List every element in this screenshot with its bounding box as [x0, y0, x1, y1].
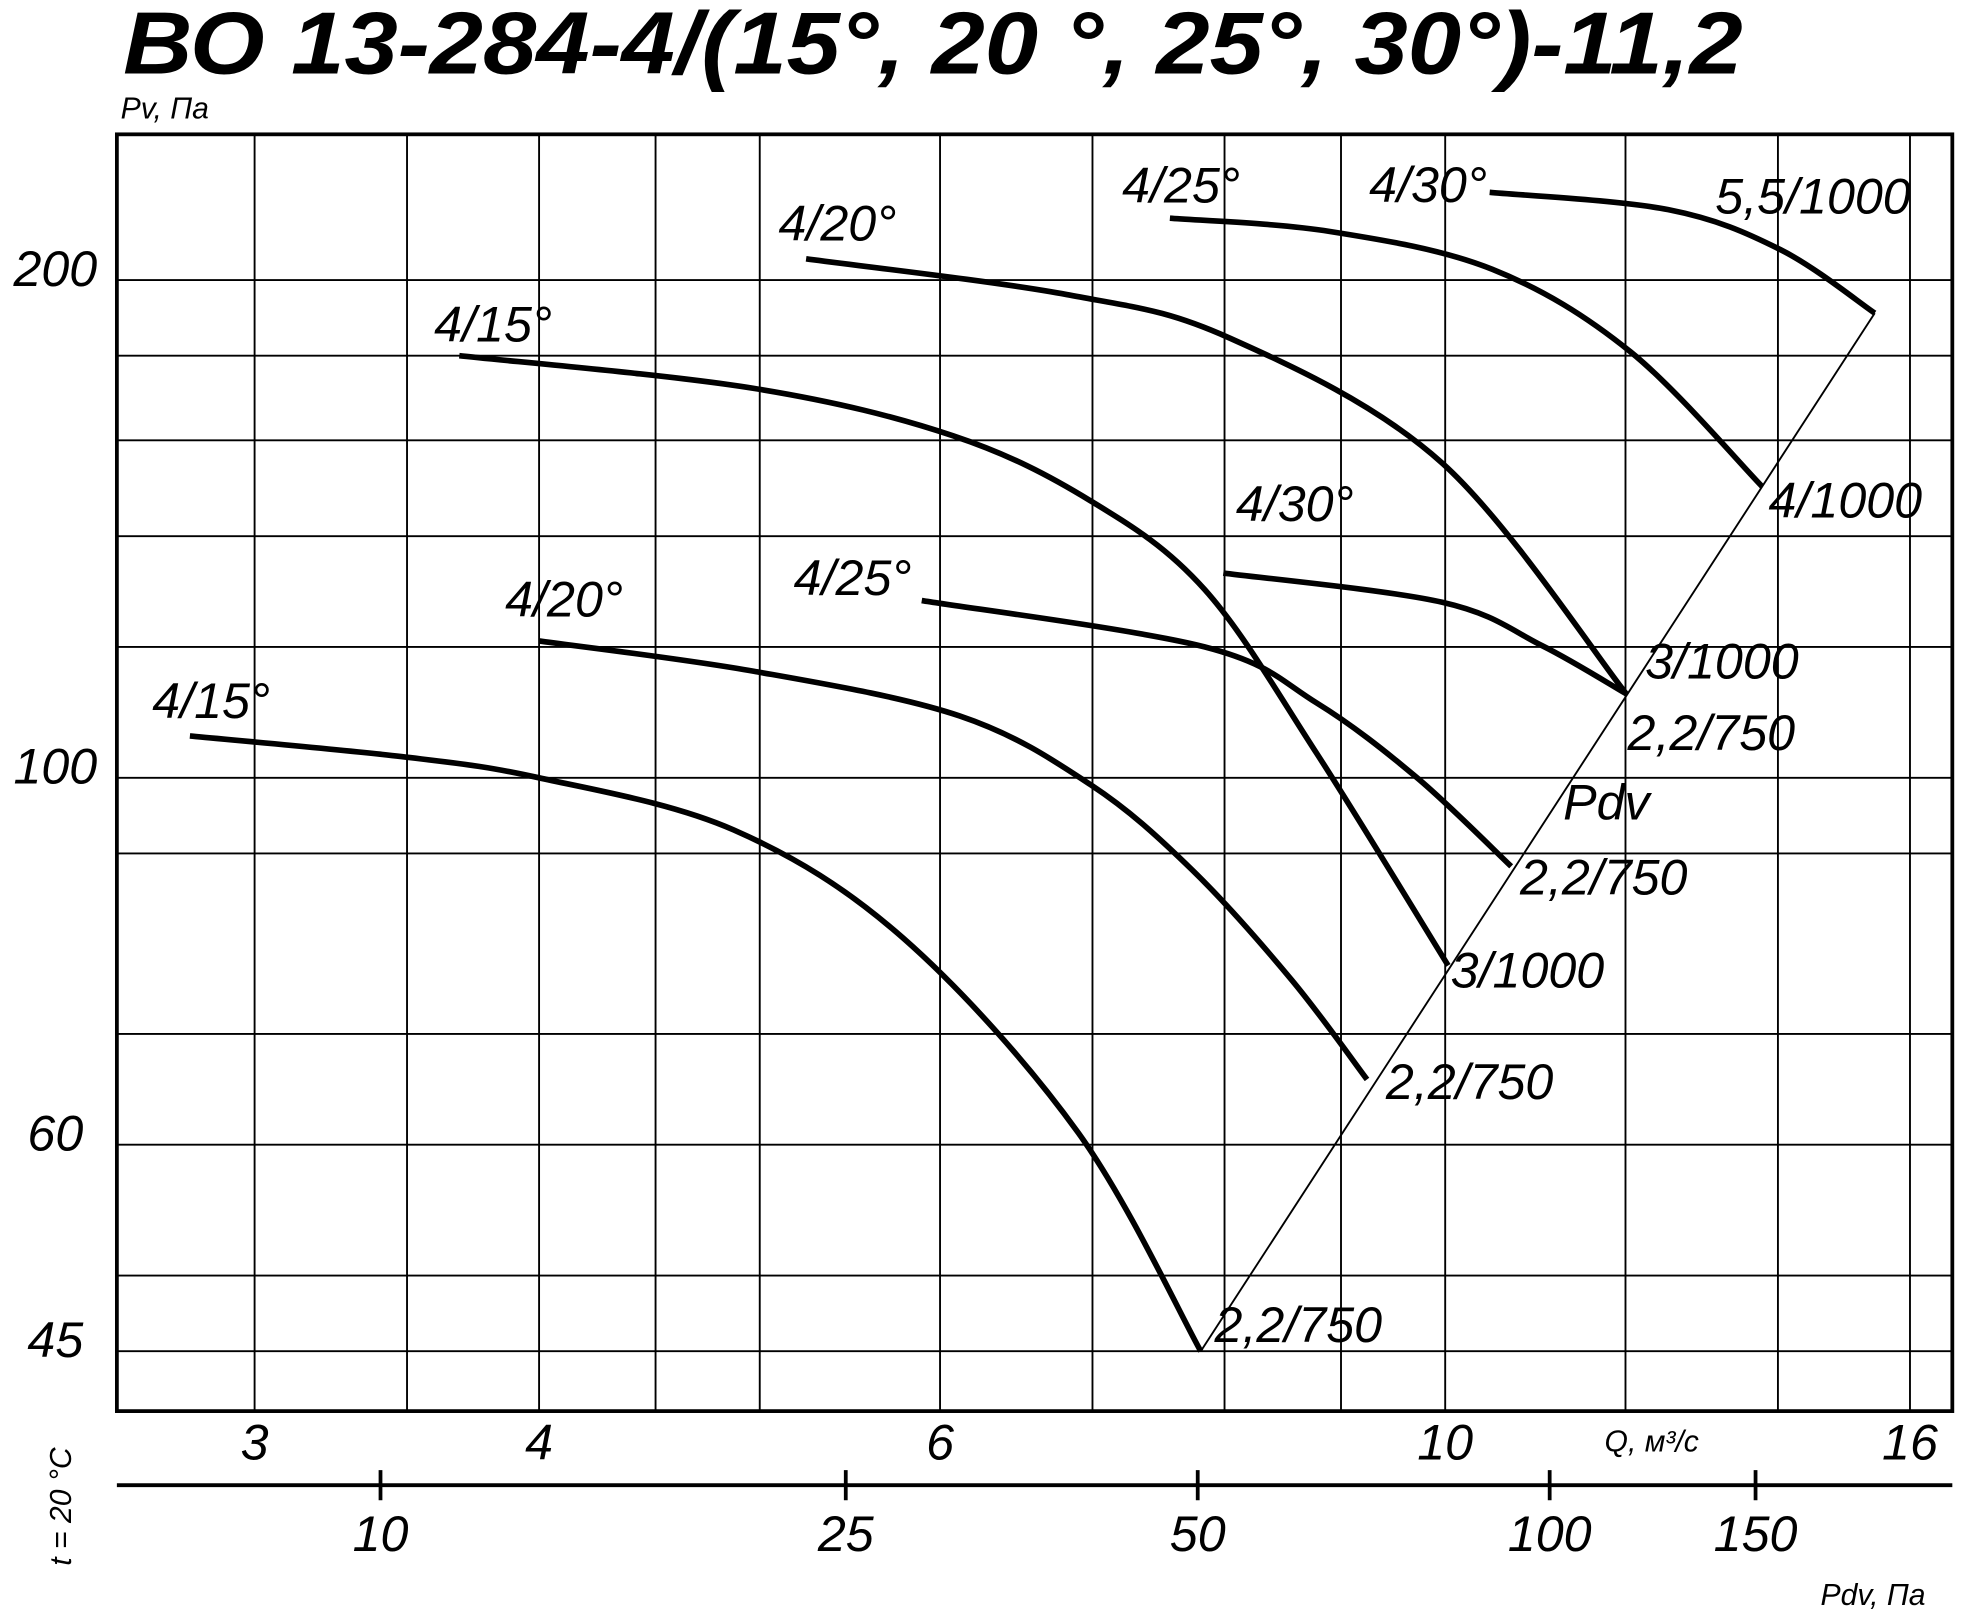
end-label: 3/1000 — [1645, 633, 1799, 689]
series-label: 4/20° — [778, 196, 896, 252]
x2-tick-label: 100 — [1508, 1506, 1592, 1562]
y-tick-label: 200 — [12, 241, 97, 297]
end-label: 2,2/750 — [1627, 705, 1796, 761]
x-tick-label: 16 — [1882, 1415, 1938, 1471]
plot-frame — [114, 132, 1955, 1413]
curve — [1222, 570, 1628, 697]
curve — [921, 597, 1514, 869]
end-label: 2,2/750 — [1214, 1297, 1383, 1353]
series-label: 4/20° — [505, 572, 623, 628]
x-tick-label: 10 — [1417, 1415, 1473, 1471]
chart-title: ВО 13-284-4/(15°, 20 °, 25°, 30°)-11,2 — [123, 0, 1743, 92]
y-tick-label: 45 — [27, 1312, 84, 1368]
curve — [805, 256, 1629, 696]
pdv-line — [1199, 312, 1876, 1352]
curve — [1169, 215, 1765, 489]
x2-tick-label: 50 — [1170, 1506, 1226, 1562]
curve — [189, 733, 1204, 1353]
x-axis-label: Q, м³/с — [1605, 1426, 1699, 1459]
x-tick-label: 4 — [525, 1415, 553, 1471]
end-label: 2,2/750 — [1519, 850, 1688, 906]
end-label: 3/1000 — [1451, 943, 1605, 999]
curve — [1489, 189, 1877, 316]
curve — [458, 352, 1451, 967]
series-label: 4/15° — [434, 296, 552, 352]
x2-tick-label: 25 — [817, 1506, 875, 1562]
y-tick-label: 100 — [13, 739, 97, 795]
series-label: 4/30° — [1236, 476, 1354, 532]
pdv-label: Pdv — [1563, 774, 1652, 830]
y-axis-label: Pv, Па — [121, 92, 209, 125]
series-label: 4/25° — [794, 550, 912, 606]
curve — [538, 638, 1370, 1082]
series-label: 4/25° — [1122, 158, 1240, 214]
x-tick-label: 6 — [926, 1415, 954, 1471]
end-label: 4/1000 — [1769, 472, 1923, 528]
series-label: 4/30° — [1369, 157, 1487, 213]
side-label: t = 20 °C — [45, 1447, 78, 1566]
x2-tick-label: 10 — [353, 1506, 409, 1562]
end-label: 5,5/1000 — [1715, 168, 1910, 224]
x2-tick-label: 150 — [1714, 1506, 1798, 1562]
x2-axis-label: Pdv, Па — [1821, 1579, 1926, 1612]
y-tick-label: 60 — [27, 1105, 83, 1161]
end-label: 2,2/750 — [1385, 1054, 1554, 1110]
x-tick-label: 3 — [241, 1415, 269, 1471]
series-label: 4/15° — [152, 673, 270, 729]
